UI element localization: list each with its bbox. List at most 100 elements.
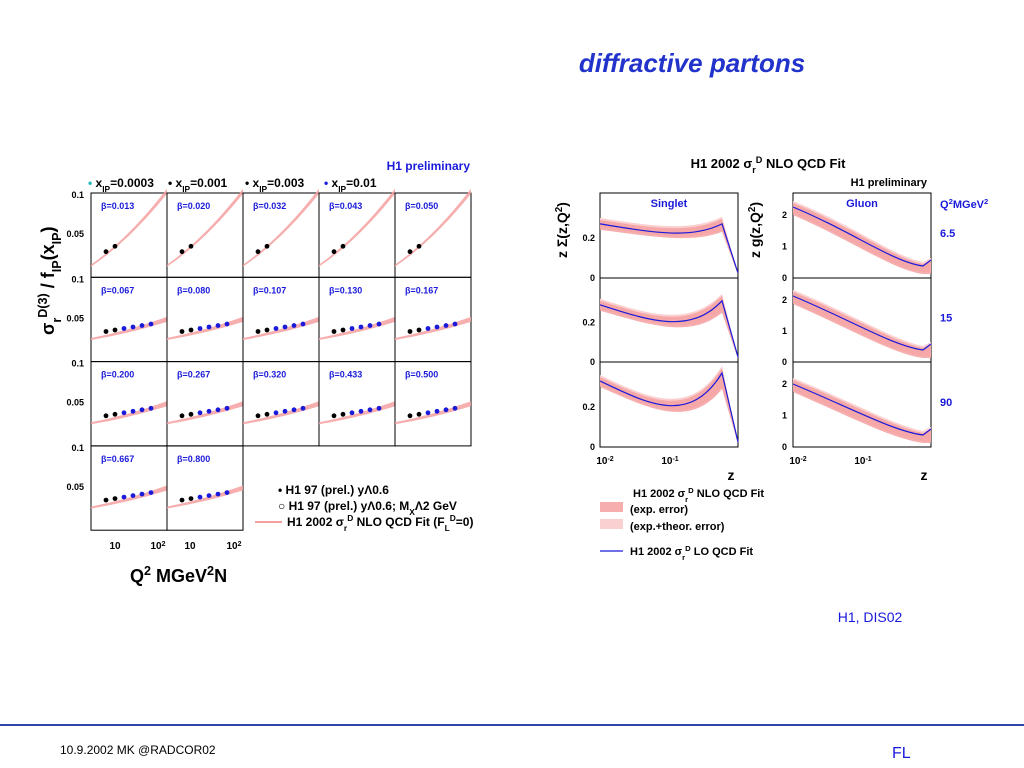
text-part: 10 [854,456,866,467]
data-point [197,326,203,331]
data-point [148,405,154,411]
fit-band [793,380,931,443]
data-point [224,405,230,411]
y-tick-label: 2 [782,379,787,389]
q2-value: 90 [940,397,952,409]
footer-right: FL [892,745,911,762]
data-point [121,326,127,331]
text-part: σ [38,323,58,335]
text-part: 10 [150,541,162,552]
data-point [331,249,337,255]
data-point [434,324,440,330]
text-part: IP [50,232,64,244]
data-point [112,496,118,502]
fit-band [167,316,243,340]
data-point [416,411,422,417]
column-label: Gluon [846,198,878,210]
data-point [291,407,297,413]
data-point [215,491,221,497]
data-point [340,243,346,249]
text-part: z Σ(z,Q [554,212,570,258]
y-tick-label: 0.05 [66,482,84,492]
data-point [255,413,261,419]
text-part: IP [50,260,64,272]
panel-label: β=0.267 [177,370,210,380]
fit-band [167,485,243,509]
data-point [264,243,270,249]
data-point [282,324,288,330]
text-part: L [445,523,450,533]
text-part: =0.003 [267,176,304,190]
data-point [282,408,288,414]
data-point [264,411,270,417]
text-part: x [176,176,183,190]
text-part: H1 2002 σ [287,515,344,529]
fit-band [243,316,319,340]
x-tick-label: 10-1 [854,456,871,468]
text-part: -2 [607,456,613,463]
y-axis-label: σrD(3) / fIP(xIP) [36,226,64,335]
data-point [224,321,230,327]
text-part: 2 [144,564,151,578]
x-tick-label: 10-1 [661,456,678,468]
text-part: 2 [207,564,214,578]
panel-label: β=0.107 [253,285,286,295]
y-tick-label: 0.1 [71,443,84,453]
q2-value: 6.5 [940,228,955,240]
legend-dot: • [245,176,253,190]
data-point [443,323,449,328]
text-part: 10 [226,541,238,552]
data-point [273,410,279,416]
data-point [179,497,185,503]
text-part: N [214,566,227,586]
legend-entry: • xIP=0.003 [245,176,305,194]
text-part: IP [182,184,190,194]
data-point [367,323,373,328]
y-tick-label: 0 [782,357,787,367]
data-point [148,490,154,496]
text-part: IP [338,184,346,194]
data-point [443,407,449,413]
y-tick-label: 0.1 [71,274,84,284]
x-tick-label: 102 [226,541,241,553]
panel-label: β=0.667 [101,454,134,464]
data-point [407,249,413,255]
q2-header: Q2MGeV2 [940,197,988,212]
text-part: ○ H1 97 (prel.) yΛ0.6; M [278,499,409,513]
text-part: (exp. error) [630,504,688,516]
text-part: NLO QCD Fit (F [353,515,444,529]
data-point [103,497,109,503]
panel-label: β=0.433 [329,370,362,380]
x-tick-label: 10 [109,541,121,552]
fit-band [91,485,167,509]
legend-swatch [600,502,623,512]
text-part: D [688,486,694,495]
lo-fit-line [599,299,739,358]
panel-label: β=0.032 [253,201,286,211]
footer-left: 10.9.2002 MK @RADCOR02 [60,743,216,757]
y-tick-label: 0.05 [66,313,84,323]
y-tick-label: 2 [782,210,787,220]
text-part: D [685,544,691,553]
legend-entry: ○ H1 97 (prel.) yΛ0.6; MXΛ2 GeV [278,499,457,517]
data-point [103,413,109,419]
data-point [425,410,431,416]
data-point [291,323,297,328]
data-point [358,408,364,414]
text-part: 10 [789,456,801,467]
text-part: x [253,176,260,190]
text-part: ) [38,226,58,232]
y-tick-label: 0.05 [66,398,84,408]
data-point [215,323,221,328]
data-point [452,321,458,327]
data-point [206,493,212,499]
data-point [300,405,306,411]
panel-label: β=0.080 [177,285,210,295]
text-part: NLO QCD Fit [762,156,846,171]
text-part: -1 [865,456,871,463]
legend-entry: (exp. error) [630,504,688,516]
text-part: 2 [554,206,565,212]
data-point [121,410,127,416]
text-part: / f [38,271,58,293]
